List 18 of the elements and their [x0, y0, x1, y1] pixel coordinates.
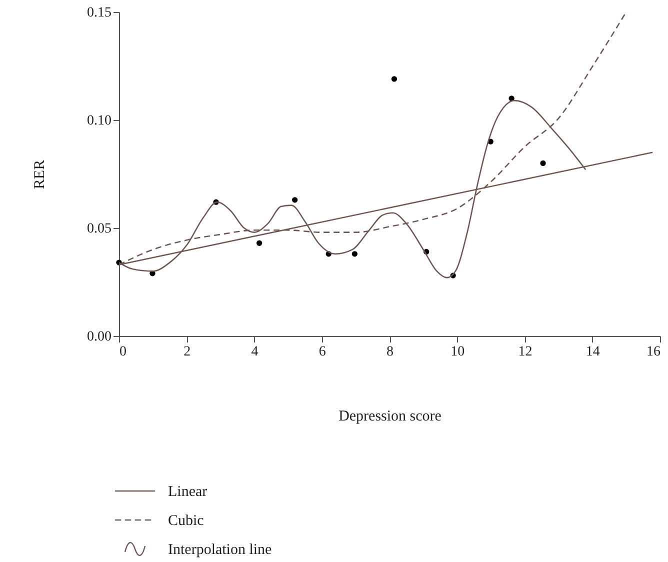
y-axis-title: RER — [32, 160, 48, 190]
x-tick-label: 0 — [120, 344, 126, 360]
x-tick-label: 10 — [450, 344, 465, 360]
y-tick-label: 0.10 — [87, 114, 112, 128]
y-tick-label: 0.15 — [87, 6, 112, 20]
y-tick-label: 0.05 — [87, 222, 112, 236]
x-tick-label: 14 — [586, 344, 600, 360]
x-tick-label: 12 — [518, 344, 532, 360]
legend-label: Cubic — [168, 513, 204, 529]
x-tick-label: 16 — [646, 344, 660, 360]
x-tick-label: 2 — [184, 344, 191, 360]
x-tick-label: 4 — [251, 344, 258, 360]
legend-label: Linear — [168, 484, 208, 500]
x-tick-label: 6 — [318, 344, 326, 360]
y-tick-label: 0.00 — [87, 330, 112, 344]
x-tick-label: 8 — [386, 344, 394, 360]
legend-label: Interpolation line — [168, 542, 272, 558]
x-axis-title: Depression score — [338, 408, 442, 424]
